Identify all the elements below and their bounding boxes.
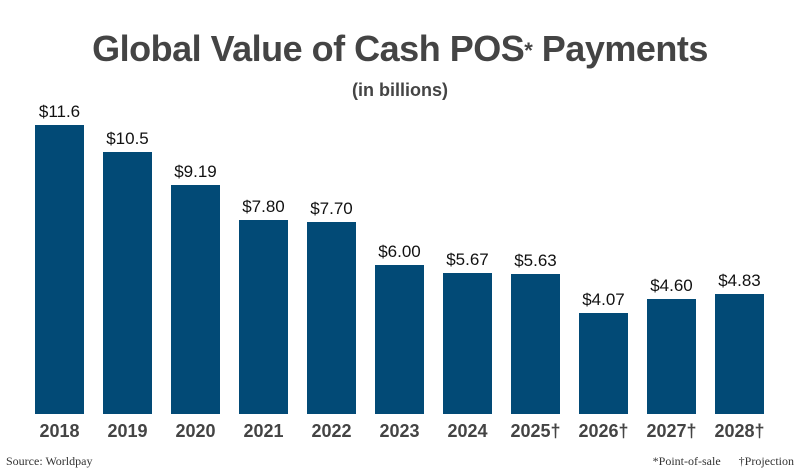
value-label: $4.07 xyxy=(582,289,625,309)
title-text: Global Value of Cash POS xyxy=(92,28,525,69)
x-tick-label: 2021 xyxy=(243,421,284,441)
bar-2024 xyxy=(443,272,492,414)
bar-2022 xyxy=(307,222,356,414)
bar-2028 xyxy=(715,293,764,414)
x-tick-label: 2028† xyxy=(714,421,765,441)
source-note: Source: Worldpay xyxy=(6,454,93,468)
value-label: $7.80 xyxy=(242,196,285,216)
bar-2026 xyxy=(579,312,628,414)
value-label: $5.63 xyxy=(514,250,557,270)
x-tick-label: 2026† xyxy=(578,421,629,441)
x-tick-label: 2023 xyxy=(379,421,420,441)
x-tick-label: 2025† xyxy=(510,421,561,441)
title-tail: Payments xyxy=(532,28,709,69)
footnote-pos: *Point-of-sale xyxy=(652,454,721,468)
bar-2018 xyxy=(35,125,84,414)
value-label: $10.5 xyxy=(106,129,149,149)
chart-subtitle: (in billions) xyxy=(352,80,448,100)
value-label: $7.70 xyxy=(310,199,353,219)
bar-2027 xyxy=(647,299,696,414)
x-tick-label: 2024 xyxy=(447,421,488,441)
footnote-projection: †Projection xyxy=(738,454,794,468)
bar-2021 xyxy=(239,219,288,414)
bar-2020 xyxy=(171,185,220,414)
value-label: $6.00 xyxy=(378,241,421,261)
value-label: $4.83 xyxy=(718,270,761,290)
footnotes: *Point-of-sale †Projection xyxy=(635,454,794,469)
value-label: $5.67 xyxy=(446,249,489,269)
x-tick-label: 2020 xyxy=(175,421,216,441)
chart-title: Global Value of Cash POS* Payments xyxy=(0,28,800,70)
title-asterisk: * xyxy=(524,38,533,63)
x-tick-label: 2019 xyxy=(107,421,148,441)
value-label: $4.60 xyxy=(650,276,693,296)
bar-2019 xyxy=(103,152,152,414)
x-tick-label: 2018 xyxy=(39,421,80,441)
value-label: $9.19 xyxy=(174,162,217,182)
value-label: $11.6 xyxy=(38,102,81,121)
bar-2025 xyxy=(511,273,560,414)
bar-2023 xyxy=(375,264,424,414)
x-tick-label: 2027† xyxy=(646,421,697,441)
x-tick-label: 2022 xyxy=(311,421,352,441)
